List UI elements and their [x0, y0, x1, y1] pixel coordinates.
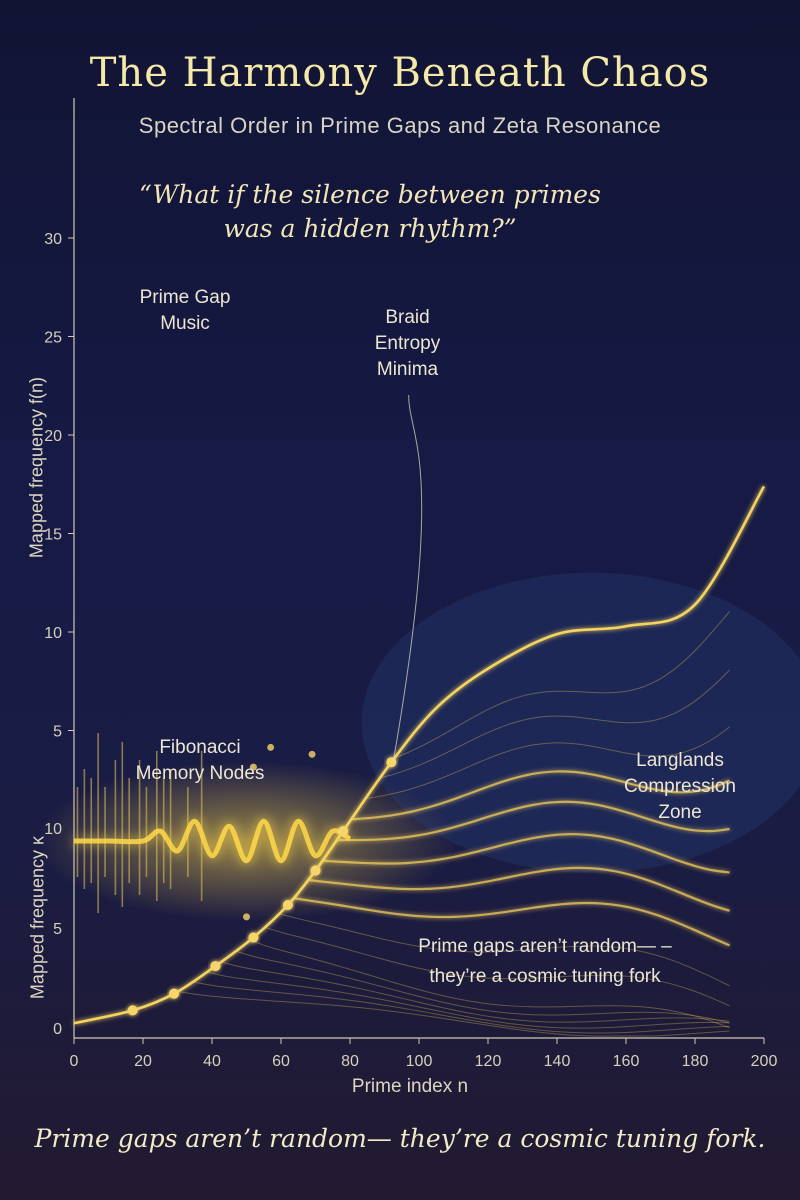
annotation-prime-gap-music: Prime Gap Music [139, 287, 231, 334]
ridge-curve [336, 800, 730, 842]
x-tick-label: 0 [70, 1053, 79, 1070]
ridge-curve [264, 926, 730, 1007]
ridge-curve [235, 950, 730, 1024]
annotation-fibonacci-memory-nodes: Fibonacci Memory Nodes [135, 737, 265, 784]
series-line-main-curve [73, 485, 766, 1025]
x-tick-label: 120 [475, 1053, 502, 1070]
x-tick-label: 140 [544, 1053, 571, 1070]
fibonacci-node [386, 757, 397, 768]
floating-dot [249, 763, 257, 771]
ridge-curve [278, 912, 730, 987]
fibonacci-node [210, 961, 221, 972]
footer-caption: Prime gaps aren’t random— they’re a cosm… [34, 1124, 766, 1153]
floating-dot [243, 913, 250, 921]
y-axis-label-lower: Mapped frequency κ [27, 835, 48, 1000]
x-tick-label: 80 [341, 1053, 359, 1070]
chart-quote: “What if the silence between primes was … [139, 180, 601, 243]
floating-dot [267, 743, 275, 751]
annotation-langlands-compression-zone: Langlands Compression Zone [624, 750, 736, 823]
floating-dot [308, 750, 316, 758]
annotation-braid-entropy-minima: Braid Entropy Minima [374, 307, 441, 380]
chart-title: The Harmony Beneath Chaos [89, 50, 711, 96]
y-tick-label: 20 [44, 428, 62, 445]
x-tick-label: 60 [272, 1053, 290, 1070]
chart-subtitle: Spectral Order in Prime Gaps and Zeta Re… [138, 113, 662, 138]
ridge-curve [249, 939, 730, 1029]
y-tick-label: 5 [53, 724, 62, 741]
ridge-curve [351, 770, 730, 821]
ridge-curve [365, 726, 730, 800]
ridge-curve [177, 990, 730, 1037]
ridge-haze [361, 572, 800, 873]
y-tick-label: 15 [44, 527, 62, 544]
x-tick-label: 200 [751, 1053, 778, 1070]
series-line-wave-signal [73, 818, 352, 864]
x-tick-label: 160 [613, 1053, 640, 1070]
ridge-curve [293, 897, 730, 947]
y-tick-label: 25 [44, 330, 62, 347]
x-tick-label: 100 [406, 1053, 433, 1070]
ridge-curve [206, 971, 730, 1029]
ridge-curve [322, 833, 730, 874]
x-axis-label: Prime index n [351, 1076, 469, 1097]
ridge-curve [220, 961, 730, 1023]
x-tick-label: 180 [682, 1053, 709, 1070]
y-tick-label: 0 [53, 1021, 62, 1038]
y-tick-label: 10 [44, 821, 62, 838]
ridge-curve [394, 611, 730, 759]
x-tick-label: 40 [203, 1053, 221, 1070]
fibonacci-node [310, 865, 321, 876]
braid-leader-line [392, 394, 423, 763]
fibonacci-node [169, 988, 180, 999]
fibonacci-node [248, 932, 259, 943]
x-tick-label: 20 [134, 1053, 152, 1070]
fibonacci-node [338, 826, 349, 837]
ridge-curve [380, 669, 730, 779]
y-tick-label: 30 [44, 231, 62, 248]
callout-tuning-fork: Prime gaps aren’t random— – they’re a co… [418, 936, 672, 987]
y-tick-label: 10 [44, 625, 62, 642]
y-axis-label-upper: Mapped frequency f(n) [26, 376, 47, 559]
ridge-curve [191, 981, 730, 1034]
fibonacci-node [127, 1005, 138, 1016]
y-tick-label: 5 [53, 921, 62, 938]
fibonacci-node [282, 900, 293, 911]
ridge-curve [307, 866, 730, 912]
glow-haze [36, 761, 457, 921]
